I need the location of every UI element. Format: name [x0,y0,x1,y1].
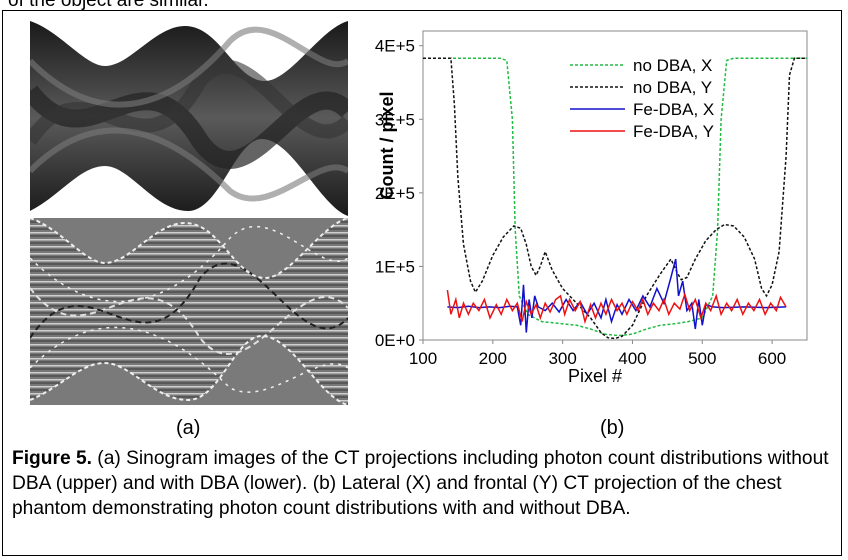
sinogram-upper-image [30,21,348,216]
x-tick-label: 500 [688,349,716,368]
panel-label-b: (b) [600,417,625,439]
caption-label: Figure 5. [12,448,92,469]
x-tick-label: 400 [618,349,646,368]
x-axis-label: Pixel # [568,366,622,386]
y-tick-label: 0E+0 [375,331,415,350]
sinogram-lower-image [30,218,348,405]
sinogram-upper-graphic [30,21,348,216]
sinogram-lower-graphic [30,218,348,405]
series-line [446,289,787,325]
x-tick-label: 100 [409,349,437,368]
legend-label: Fe-DBA, X [633,100,714,119]
series-line [447,258,787,333]
x-tick-label: 200 [479,349,507,368]
y-tick-label: 1E+5 [375,257,415,276]
series-line [423,57,807,340]
y-tick-label: 4E+5 [375,37,415,56]
header-fragment: of the object are similar. [8,0,209,11]
legend-label: no DBA, X [633,56,712,75]
legend-label: no DBA, Y [633,78,712,97]
x-tick-label: 300 [548,349,576,368]
caption-text: (a) Sinogram images of the CT projection… [12,448,829,519]
figure-caption: Figure 5. (a) Sinogram images of the CT … [12,446,836,521]
y-tick-label: 2E+5 [375,184,415,203]
legend-label: Fe-DBA, Y [633,122,714,141]
panel-label-a: (a) [176,417,201,439]
photon-count-chart: 0E+0 1E+5 2E+5 3E+5 4E+5 100 200 300 400 500 600 Pi… [375,30,808,386]
series-line [423,57,807,337]
x-tick-label: 600 [758,349,786,368]
y-tick-label: 3E+5 [375,110,415,129]
y-axis-label: Count / pixel [377,92,397,200]
plot-area-frame [422,30,808,341]
